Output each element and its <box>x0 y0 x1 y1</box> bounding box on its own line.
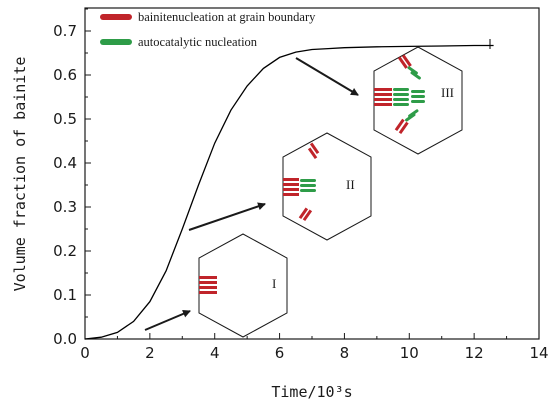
legend-label-autocatalytic: autocatalytic nucleation <box>138 35 258 49</box>
axis-tick-labels: 0 2 4 6 8 10 12 14 0.0 0.1 0.2 0.3 0.4 0.5 0.6 0.7 <box>53 22 548 362</box>
y-tick-label-0.0: 0.0 <box>53 330 77 348</box>
x-tick-label-6: 6 <box>275 344 285 362</box>
x-tick-label-12: 12 <box>465 344 484 362</box>
x-axis-label: Time/10³s <box>271 383 352 401</box>
axis-ticks <box>84 8 540 340</box>
x-tick-label-4: 4 <box>210 344 220 362</box>
legend-swatch-grain-boundary <box>100 14 132 20</box>
y-tick-label-0.7: 0.7 <box>53 22 77 40</box>
y-tick-label-0.3: 0.3 <box>53 198 77 216</box>
grain-label-i: I <box>272 276 276 291</box>
arrow-to-grain-i <box>144 310 191 331</box>
grain-label-ii: II <box>346 177 355 192</box>
x-tick-label-14: 14 <box>529 344 548 362</box>
grain-hexagon-i <box>198 233 288 338</box>
legend: bainitenucleation at grain boundary auto… <box>100 10 316 49</box>
arrow-to-grain-ii <box>188 202 266 231</box>
y-tick-label-0.6: 0.6 <box>53 66 77 84</box>
arrow-to-grain-iii <box>295 57 359 96</box>
grain-diagram-i: I <box>198 233 288 338</box>
y-tick-label-0.5: 0.5 <box>53 110 77 128</box>
y-axis-label: Volume fraction of bainite <box>11 57 29 292</box>
grain-iii-boundary-nuclei <box>374 54 412 135</box>
legend-label-grain-boundary: bainitenucleation at grain boundary <box>138 10 316 24</box>
y-tick-label-0.2: 0.2 <box>53 242 77 260</box>
y-tick-label-0.4: 0.4 <box>53 154 77 172</box>
y-tick-label-0.1: 0.1 <box>53 286 77 304</box>
grain-i-boundary-nuclei <box>199 276 217 294</box>
grain-label-iii: III <box>441 85 454 100</box>
x-tick-label-2: 2 <box>145 344 155 362</box>
grain-ii-boundary-nuclei <box>283 142 320 222</box>
legend-swatch-autocatalytic <box>100 39 132 45</box>
grain-diagram-ii: II <box>282 132 372 241</box>
series-line-bainite-fraction <box>84 44 494 340</box>
grain-iii-autocatalytic-nuclei <box>393 66 425 122</box>
grain-ii-autocatalytic-nuclei <box>300 179 316 192</box>
x-tick-label-0: 0 <box>80 344 90 362</box>
grain-diagram-iii: III <box>373 46 463 155</box>
grain-hexagon-ii <box>282 132 372 241</box>
x-tick-label-8: 8 <box>340 344 350 362</box>
x-tick-label-10: 10 <box>400 344 419 362</box>
